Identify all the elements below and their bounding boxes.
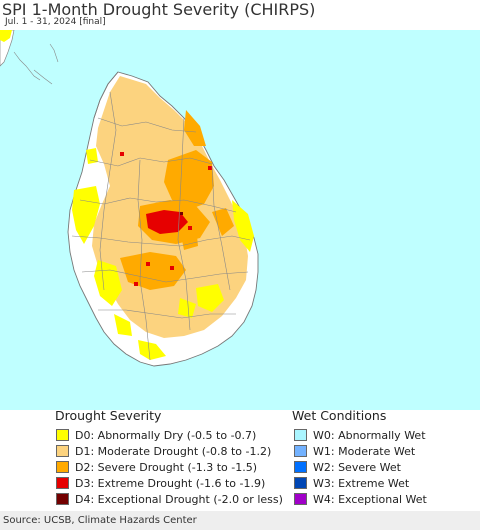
legend-swatch-d1 (56, 445, 69, 457)
legend-label-w2: W2: Severe Wet (313, 460, 401, 474)
legend-item-w3: W3: Extreme Wet (294, 476, 409, 490)
india-inlet (49, 43, 59, 63)
northern-peninsula (93, 71, 119, 119)
legend-label-d2: D2: Severe Drought (-1.3 to -1.5) (75, 460, 258, 474)
d3-extreme-drought-areas (120, 152, 212, 286)
drought-severity-heading: Drought Severity (55, 408, 162, 423)
legend-swatch-d4 (56, 493, 69, 505)
legend-label-w4: W4: Exceptional Wet (313, 492, 427, 506)
legend-item-d2: D2: Severe Drought (-1.3 to -1.5) (56, 460, 257, 474)
legend-label-w1: W1: Moderate Wet (313, 444, 416, 458)
d4-exceptional-drought-areas (180, 212, 183, 215)
legend-label-d0: D0: Abnormally Dry (-0.5 to -0.7) (75, 428, 257, 442)
legend-swatch-d0 (56, 429, 69, 441)
legend-item-d3: D3: Extreme Drought (-1.6 to -1.9) (56, 476, 265, 490)
india-d0-area (0, 30, 12, 42)
source-credit: Source: UCSB, Climate Hazards Center (0, 511, 480, 530)
map-title: SPI 1-Month Drought Severity (CHIRPS) (2, 0, 316, 19)
legend-label-d1: D1: Moderate Drought (-0.8 to -1.2) (75, 444, 272, 458)
legend-label-d4: D4: Exceptional Drought (-2.0 or less) (75, 492, 283, 506)
legend-item-d0: D0: Abnormally Dry (-0.5 to -0.7) (56, 428, 256, 442)
legend-item-w1: W1: Moderate Wet (294, 444, 415, 458)
map-subtitle: Jul. 1 - 31, 2024 [final] (5, 17, 106, 27)
legend-item-w2: W2: Severe Wet (294, 460, 401, 474)
legend-swatch-w3 (294, 477, 307, 489)
legend-item-d4: D4: Exceptional Drought (-2.0 or less) (56, 492, 283, 506)
legend-swatch-w2 (294, 461, 307, 473)
india-coast-line (13, 51, 41, 81)
d2-severe-drought-areas (120, 110, 234, 290)
district-boundaries (71, 91, 251, 361)
legend-item-d1: D1: Moderate Drought (-0.8 to -1.2) (56, 444, 271, 458)
legend-swatch-w0 (294, 429, 307, 441)
d0-abnormally-dry-areas (72, 148, 254, 360)
legend-swatch-w4 (294, 493, 307, 505)
legend-label-w0: W0: Abnormally Wet (313, 428, 426, 442)
india-coast-line-2 (33, 69, 53, 85)
legend-label-w3: W3: Extreme Wet (313, 476, 410, 490)
legend-label-d3: D3: Extreme Drought (-1.6 to -1.9) (75, 476, 266, 490)
legend-swatch-d3 (56, 477, 69, 489)
wet-conditions-heading: Wet Conditions (292, 408, 387, 423)
legend-item-w4: W4: Exceptional Wet (294, 492, 427, 506)
drought-map (0, 30, 480, 410)
legend-swatch-d2 (56, 461, 69, 473)
legend-swatch-w1 (294, 445, 307, 457)
legend-item-w0: W0: Abnormally Wet (294, 428, 426, 442)
